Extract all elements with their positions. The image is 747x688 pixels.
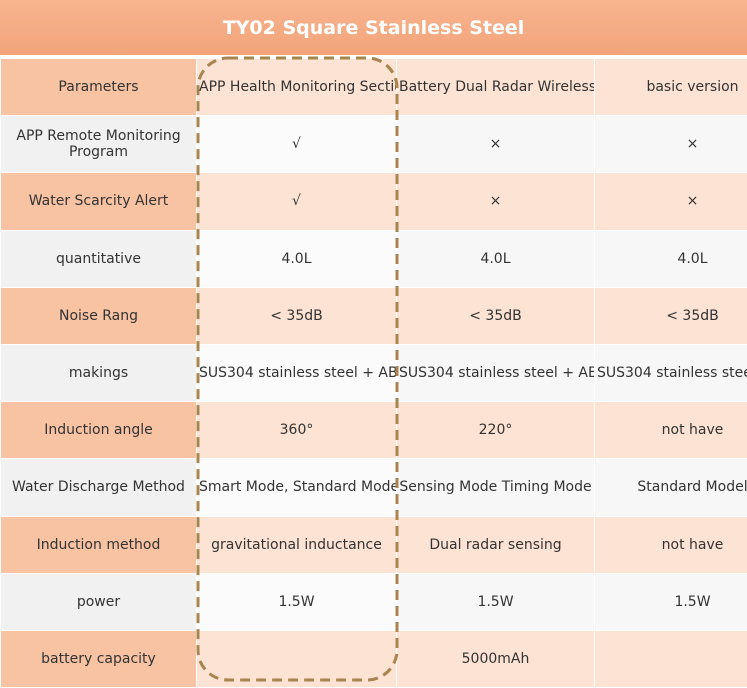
row-label: APP Remote Monitoring Program: [0, 115, 197, 174]
cell: Dual radar sensing: [396, 515, 595, 574]
table-row: battery capacity 5000mAh: [0, 629, 747, 688]
cell: < 35dB: [196, 286, 397, 345]
row-label: Water Scarcity Alert: [0, 172, 197, 231]
cell: not have: [594, 515, 747, 574]
cell: [594, 629, 747, 688]
row-label: Parameters: [0, 57, 197, 117]
cell: Sensing Mode Timing Mode: [396, 458, 595, 517]
cell: basic version: [594, 57, 747, 117]
cell: 1.5W: [594, 572, 747, 631]
cell: 220°: [396, 401, 595, 460]
table-row: APP Remote Monitoring Program √ × ×: [0, 115, 747, 174]
cell: 1.5W: [396, 572, 595, 631]
cell: SUS304 stainless steel + ABS: [396, 343, 595, 403]
cell: Battery Dual Radar Wireless: [396, 57, 595, 117]
cell: not have: [594, 401, 747, 460]
table-row: Induction method gravitational inductance…: [0, 515, 747, 574]
cell: ×: [396, 172, 595, 231]
cell: 5000mAh: [396, 629, 595, 688]
cell: 4.0L: [196, 229, 397, 288]
cell: SUS304 stainless steel + ABS: [594, 343, 747, 403]
comparison-table: Parameters APP Health Monitoring Section B…: [0, 57, 747, 688]
cell: 4.0L: [594, 229, 747, 288]
cell: SUS304 stainless steel + ABS: [196, 343, 397, 403]
row-label: Induction method: [0, 515, 197, 574]
row-label: Noise Rang: [0, 286, 197, 345]
table-row: Parameters APP Health Monitoring Section B…: [0, 57, 747, 117]
cell: ×: [594, 172, 747, 231]
table-row: Water Scarcity Alert √ × ×: [0, 172, 747, 231]
cell: < 35dB: [594, 286, 747, 345]
row-label: quantitative: [0, 229, 197, 288]
cell: < 35dB: [396, 286, 595, 345]
cell: ×: [396, 115, 595, 174]
table-row: makings SUS304 stainless steel + ABS SUS30…: [0, 343, 747, 403]
row-label: Water Discharge Method: [0, 458, 197, 517]
cell: [196, 629, 397, 688]
cell: gravitational inductance: [196, 515, 397, 574]
cell: Smart Mode, Standard Mode: [196, 458, 397, 517]
cell: √: [196, 172, 397, 231]
cell: 4.0L: [396, 229, 595, 288]
row-label: Induction angle: [0, 401, 197, 460]
cell: Standard Model: [594, 458, 747, 517]
table-row: quantitative 4.0L 4.0L 4.0L: [0, 229, 747, 288]
cell: 1.5W: [196, 572, 397, 631]
cell: √: [196, 115, 397, 174]
row-label: makings: [0, 343, 197, 403]
cell: 360°: [196, 401, 397, 460]
table-row: Water Discharge Method Smart Mode, Standa…: [0, 458, 747, 517]
table-row: power 1.5W 1.5W 1.5W: [0, 572, 747, 631]
table-row: Noise Rang < 35dB < 35dB < 35dB: [0, 286, 747, 345]
table-row: Induction angle 360° 220° not have: [0, 401, 747, 460]
cell: ×: [594, 115, 747, 174]
cell: APP Health Monitoring Section: [196, 57, 397, 117]
title: TY02 Square Stainless Steel: [0, 0, 747, 58]
row-label: battery capacity: [0, 629, 197, 688]
row-label: power: [0, 572, 197, 631]
